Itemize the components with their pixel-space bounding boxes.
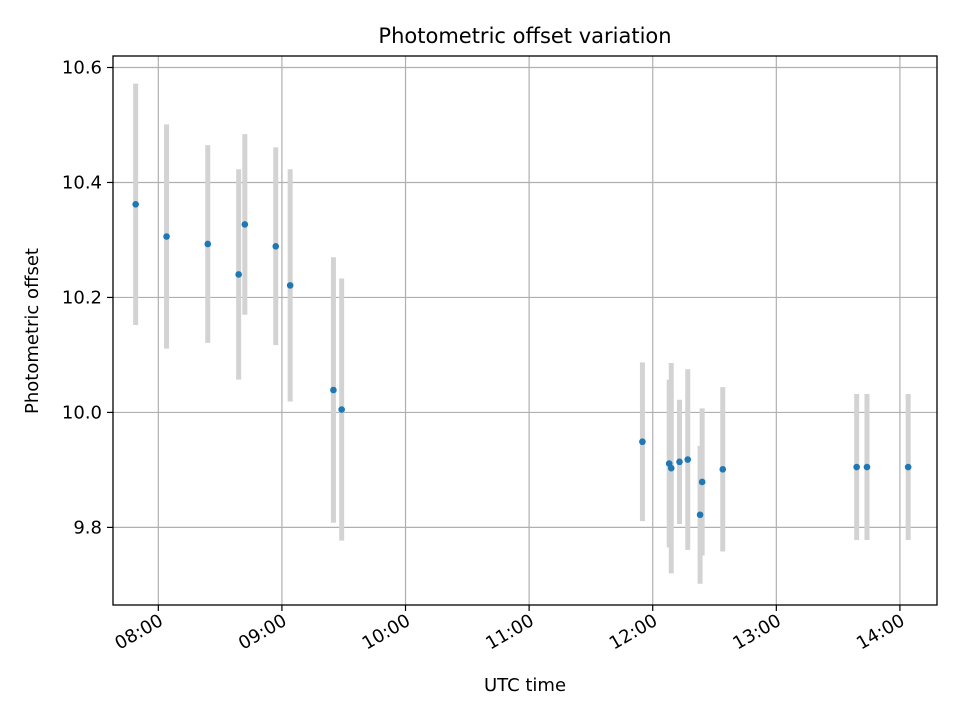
data-points (132, 201, 912, 519)
error-bars (133, 83, 911, 584)
x-tick-label: 13:00 (729, 610, 784, 654)
data-point (272, 242, 280, 250)
x-tick-label: 12:00 (606, 610, 661, 654)
data-point (204, 240, 212, 248)
data-point (904, 463, 912, 471)
data-point (863, 463, 871, 471)
data-point (853, 463, 860, 471)
x-axis-title: UTC time (484, 675, 566, 696)
data-point (667, 464, 675, 472)
data-point (163, 233, 170, 240)
data-point (241, 221, 249, 228)
y-tick-label: 10.4 (62, 172, 102, 193)
x-tick-label: 08:00 (111, 610, 166, 654)
data-point (684, 456, 692, 463)
x-tick-label: 14:00 (853, 610, 908, 654)
data-point (719, 466, 727, 473)
x-tick-label: 11:00 (482, 610, 537, 654)
y-tick-labels: 9.8 10.0 10.2 10.4 10.6 (62, 57, 102, 538)
x-tick-labels: 08:00 09:00 10:00 11:00 12:00 13:00 14:00 (111, 610, 908, 654)
data-point (338, 406, 345, 413)
ticks (107, 66, 901, 611)
data-point (286, 282, 294, 289)
y-tick-label: 10.0 (62, 402, 102, 423)
x-tick-label: 10:00 (359, 610, 414, 654)
grid (113, 56, 937, 605)
data-point (698, 478, 706, 486)
y-tick-label: 9.8 (73, 517, 102, 538)
data-point (330, 386, 337, 394)
x-tick-label: 09:00 (235, 610, 290, 654)
data-point (696, 511, 704, 519)
data-point (235, 271, 242, 278)
plot-frame (112, 55, 938, 606)
y-tick-label: 10.2 (62, 287, 102, 308)
y-tick-label: 10.6 (62, 57, 102, 78)
y-axis-title: Photometric offset (22, 248, 43, 414)
data-point (639, 438, 646, 446)
chart-title: Photometric offset variation (378, 24, 671, 48)
data-point (132, 201, 139, 208)
data-point (676, 458, 683, 466)
